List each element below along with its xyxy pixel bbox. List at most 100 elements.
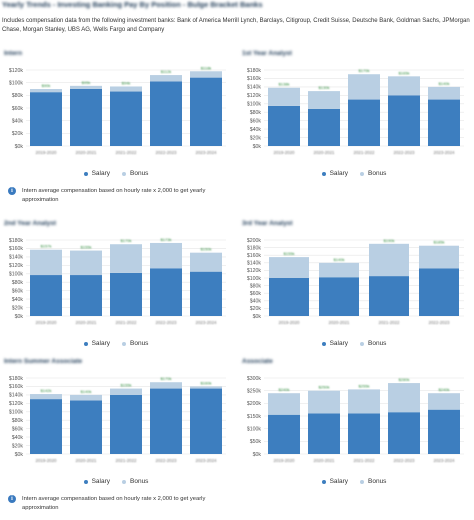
y-tick-label: $50k: [250, 439, 262, 445]
x-tick-label: 2022-2023: [394, 458, 416, 463]
chart-title: 1st Year Analyst: [242, 50, 292, 57]
chart-legend: Salary Bonus: [2, 170, 230, 178]
bar-salary: [319, 277, 359, 316]
legend-item-salary: Salary: [83, 478, 110, 485]
bar-salary: [308, 413, 340, 454]
bar-bonus: [70, 85, 102, 89]
intern-note: i Intern average compensation based on ho…: [8, 495, 228, 512]
y-tick-label: $0k: [15, 452, 24, 458]
legend-item-bonus: Bonus: [122, 478, 148, 485]
x-tick-label: 2022-2023: [156, 320, 178, 325]
legend-swatch-bonus: [360, 479, 364, 484]
chart-panel-2nd-year-analyst: 2nd Year Analyst $0k $20k $40k $60k $80k $100k…: [2, 220, 230, 380]
legend-swatch-bonus: [122, 171, 126, 176]
y-tick-label: $120k: [247, 268, 262, 274]
y-tick-label: $0k: [253, 452, 262, 458]
data-label: $160k: [201, 380, 212, 385]
chart-svg: $0k$20k$40k$60k$80k$100k$120k$140k$160k$…: [247, 238, 464, 325]
bar-bonus: [190, 386, 222, 389]
x-tick-label: 2019-2020: [274, 150, 296, 155]
y-tick-label: $60k: [250, 118, 262, 124]
bar-salary: [348, 99, 380, 146]
bar-salary: [348, 413, 380, 454]
bar-bonus: [150, 382, 182, 389]
legend-swatch-bonus: [122, 341, 126, 346]
y-tick-label: $80k: [250, 283, 262, 289]
data-label: $90k: [42, 83, 51, 88]
chart-legend: Salary Bonus: [2, 340, 230, 348]
data-label: $170k: [359, 68, 370, 73]
x-tick-label: 2021-2022: [379, 320, 401, 325]
y-tick-label: $250k: [247, 388, 262, 394]
y-tick-label: $0k: [15, 314, 24, 320]
y-tick-label: $100k: [9, 410, 24, 416]
bar-salary: [110, 91, 142, 146]
legend-swatch-bonus: [360, 341, 364, 346]
bar-salary: [30, 92, 62, 146]
y-tick-label: $120k: [9, 401, 24, 407]
y-tick-label: $40k: [250, 127, 262, 133]
y-tick-label: $20k: [12, 131, 24, 137]
legend-label-bonus: Bonus: [368, 170, 387, 177]
y-tick-label: $100k: [247, 276, 262, 282]
legend-item-bonus: Bonus: [122, 170, 148, 177]
x-tick-label: 2023-2024: [196, 320, 218, 325]
legend-swatch-bonus: [122, 479, 126, 484]
y-tick-label: $80k: [12, 93, 24, 99]
x-tick-label: 2020-2021: [314, 150, 336, 155]
y-tick-label: $60k: [12, 288, 24, 294]
bar-bonus: [428, 393, 460, 410]
x-tick-label: 2023-2024: [196, 150, 218, 155]
bar-bonus: [319, 262, 359, 278]
bar-bonus: [110, 388, 142, 395]
y-tick-label: $160k: [9, 246, 24, 252]
legend-swatch-salary: [321, 341, 326, 346]
bar-bonus: [110, 86, 142, 92]
y-tick-label: $100k: [9, 80, 24, 86]
y-tick-label: $180k: [9, 238, 24, 244]
legend-label-salary: Salary: [329, 478, 348, 485]
chart-panel-intern-summer-associate: Intern Summer Associate $0k $20k $40k $60k $8…: [2, 358, 230, 518]
data-label: $140k: [334, 257, 345, 262]
bar-salary: [110, 272, 142, 316]
data-label: $240k: [439, 387, 450, 392]
y-tick-label: $100k: [247, 102, 262, 108]
chart-svg: $0k $20k $40k $60k $80k $100k $120k $90k 2019-20…: [9, 65, 226, 155]
chart-svg: $0k$20k$40k$60k$80k$100k$120k$140k$160k$…: [9, 237, 226, 325]
bar-bonus: [348, 74, 380, 100]
x-tick-label: 2023-2024: [434, 150, 456, 155]
note-text: Intern average compensation based on hou…: [22, 188, 206, 203]
y-tick-label: $40k: [12, 118, 24, 124]
data-label: $190k: [384, 238, 395, 243]
page-description: Includes compensation data from the foll…: [2, 18, 470, 33]
x-tick-label: 2020-2021: [329, 320, 351, 325]
bar-bonus: [150, 242, 182, 269]
x-tick-label: 2022-2023: [429, 320, 451, 325]
data-label: $240k: [279, 387, 290, 392]
y-tick-label: $20k: [12, 305, 24, 311]
legend-swatch-salary: [83, 341, 88, 346]
bar-bonus: [30, 89, 62, 93]
data-label: $155k: [81, 245, 92, 250]
bar-salary: [308, 108, 340, 146]
x-tick-label: 2019-2020: [279, 320, 301, 325]
bar-bonus: [388, 76, 420, 96]
data-label: $142k: [41, 388, 52, 393]
bar-bonus: [30, 394, 62, 400]
bar-bonus: [190, 71, 222, 78]
bar-salary: [70, 400, 102, 454]
data-label: $118k: [201, 65, 212, 70]
bar-bonus: [308, 91, 340, 109]
intern-note: i Intern average compensation based on ho…: [8, 187, 228, 204]
bar-salary: [428, 99, 460, 146]
data-label: $95k: [82, 80, 91, 85]
y-tick-label: $120k: [9, 68, 24, 74]
y-tick-label: $0k: [253, 314, 262, 320]
data-label: $155k: [121, 383, 132, 388]
data-label: $140k: [81, 389, 92, 394]
chart-title: Intern Summer Associate: [4, 358, 83, 365]
legend-label-bonus: Bonus: [130, 170, 149, 177]
legend-item-bonus: Bonus: [122, 340, 148, 347]
bar-bonus: [369, 243, 409, 277]
chart-legend: Salary Bonus: [240, 478, 468, 486]
